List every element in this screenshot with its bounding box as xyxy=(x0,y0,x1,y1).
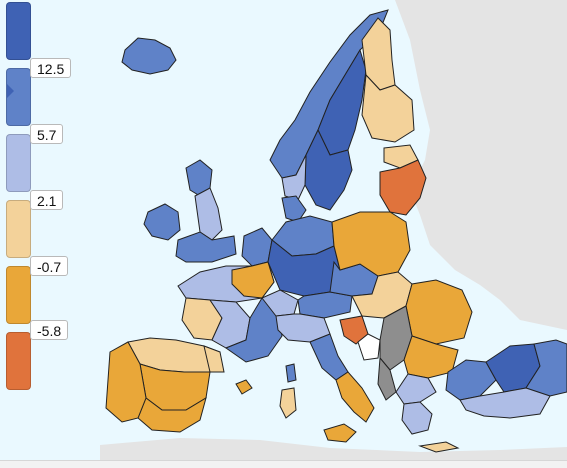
region-iceland[interactable] xyxy=(121,37,177,75)
legend-class-1[interactable] xyxy=(6,2,31,60)
region-turkey-south[interactable] xyxy=(459,387,551,419)
region-sicily[interactable] xyxy=(323,423,357,443)
russia-land xyxy=(395,0,567,330)
region-latvia-lithuania[interactable] xyxy=(379,159,427,216)
legend-class-4[interactable] xyxy=(6,200,31,258)
region-balearic[interactable] xyxy=(235,379,253,395)
bottom-scroll-strip xyxy=(0,460,567,468)
legend-selected-pointer-icon xyxy=(7,84,14,98)
africa-land xyxy=(100,438,567,460)
region-england-south[interactable] xyxy=(175,231,237,263)
region-denmark[interactable] xyxy=(281,195,307,223)
region-sweden-south[interactable] xyxy=(304,128,353,211)
region-turkey-west[interactable] xyxy=(445,359,497,401)
region-france-east[interactable] xyxy=(231,261,275,299)
region-bosnia[interactable] xyxy=(357,333,381,361)
region-albania-macedonia[interactable] xyxy=(377,356,397,401)
region-finland-south[interactable] xyxy=(361,73,415,143)
region-italy-south[interactable] xyxy=(335,371,375,423)
legend-label-3: 2.1 xyxy=(30,190,64,210)
legend-class-3[interactable] xyxy=(6,134,31,192)
region-sweden-mid[interactable] xyxy=(281,154,307,201)
legend-label-1: 12.5 xyxy=(30,58,72,78)
legend-class-6[interactable] xyxy=(6,332,31,390)
region-romania[interactable] xyxy=(405,279,473,345)
region-spain-east[interactable] xyxy=(203,345,225,373)
region-poland[interactable] xyxy=(331,211,411,277)
region-spain-south[interactable] xyxy=(137,396,207,433)
legend-label-2: 5.7 xyxy=(30,124,64,144)
region-greece-south[interactable] xyxy=(401,401,433,435)
region-sardinia[interactable] xyxy=(279,387,297,419)
region-turkey-east[interactable] xyxy=(525,339,567,397)
region-corsica[interactable] xyxy=(285,363,297,383)
region-crete[interactable] xyxy=(418,441,460,453)
legend-label-5: -5.8 xyxy=(30,320,69,340)
region-portugal[interactable] xyxy=(105,341,147,423)
region-switzerland[interactable] xyxy=(261,289,299,317)
legend-class-5[interactable] xyxy=(6,266,31,324)
legend-label-4: -0.7 xyxy=(30,256,69,276)
region-ireland[interactable] xyxy=(143,203,181,241)
